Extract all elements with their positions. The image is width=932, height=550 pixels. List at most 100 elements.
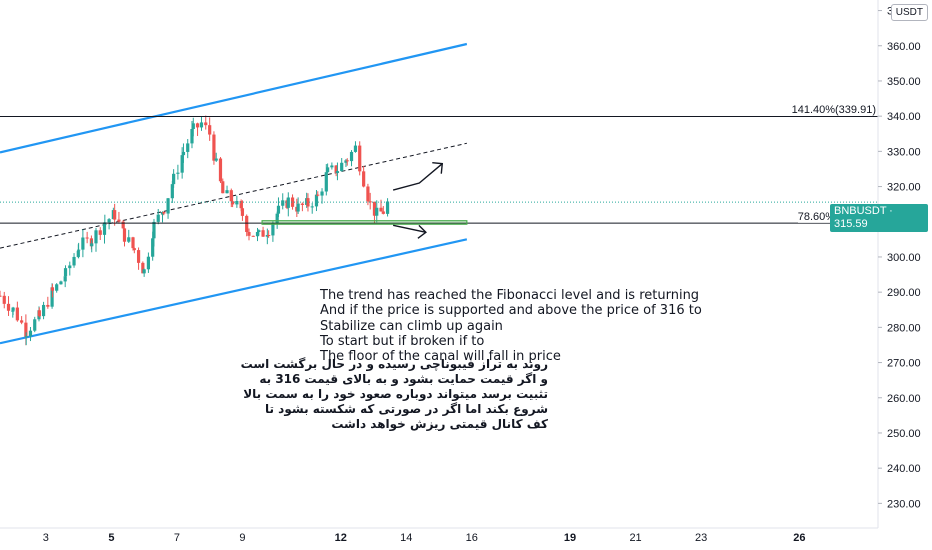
- candle-body: [320, 191, 324, 196]
- candle-body: [180, 155, 184, 173]
- candle-body: [127, 237, 131, 242]
- candle-body: [176, 172, 180, 174]
- candle-body: [296, 203, 300, 212]
- candle-body: [190, 129, 194, 144]
- price-tick-label: 270.00: [887, 358, 921, 370]
- candle-body: [113, 210, 117, 220]
- candle-body: [362, 171, 366, 187]
- candle-body: [245, 215, 249, 233]
- arrow-down-head: [417, 224, 427, 239]
- candle-body: [276, 205, 281, 214]
- candle-body: [11, 307, 15, 311]
- time-tick-label: 21: [629, 532, 641, 544]
- candle-body: [98, 230, 102, 235]
- candle-body: [146, 256, 151, 270]
- time-tick-label: 26: [793, 532, 805, 544]
- price-tick-label: 250.00: [887, 428, 921, 440]
- annotation-line: کف کانال قیمتی ریزش خواهد داشت: [331, 417, 548, 431]
- price-tick-label: 330.00: [887, 146, 921, 158]
- candle-body: [72, 256, 76, 266]
- support-zone: [261, 220, 468, 225]
- time-tick-label: 14: [400, 532, 412, 544]
- candle-body: [172, 173, 176, 185]
- candle-body: [344, 160, 348, 163]
- candle-body: [310, 206, 314, 208]
- time-tick-label: 5: [108, 532, 114, 544]
- channel-lower-line: [0, 238, 468, 345]
- arrow-up-head: [432, 161, 444, 174]
- candle-body: [20, 320, 24, 323]
- arrow-up-path: [392, 163, 443, 191]
- candle-body: [381, 211, 385, 214]
- price-tag-value: 315.59: [834, 218, 868, 230]
- annotation-line: Stabilize can climb up again: [320, 318, 503, 334]
- annotation-line: شروع بکند اما اگر در صورتی که شکسته بشود…: [264, 402, 548, 416]
- arrow-down-path: [392, 224, 427, 234]
- candle-body: [191, 123, 195, 130]
- price-tick-label: 300.00: [887, 252, 921, 264]
- candle-body: [257, 230, 261, 232]
- candle-body: [204, 122, 208, 126]
- candle-body: [2, 295, 6, 304]
- candle-body: [77, 249, 81, 251]
- candle-body: [235, 201, 239, 205]
- candle-body: [94, 230, 98, 244]
- candle-body: [300, 203, 304, 205]
- candle-body: [255, 231, 260, 237]
- candle-body: [306, 198, 310, 207]
- price-tick-label: 240.00: [887, 463, 921, 475]
- drawings-layer: [0, 115, 878, 239]
- candle-body: [59, 281, 63, 285]
- candle-body: [15, 307, 19, 321]
- price-tag-symbol: BNBUSDT: [834, 205, 887, 217]
- annotation-line: و اگر قیمت حمایت بشود و به بالای قیمت 31…: [259, 372, 548, 386]
- candle-body: [345, 160, 349, 162]
- candle-body: [24, 322, 28, 337]
- candle-body: [225, 190, 229, 194]
- price-tick-label: 230.00: [887, 498, 921, 510]
- candle-body: [335, 171, 340, 174]
- price-tick-label: 320.00: [887, 182, 921, 194]
- price-tick-label: 350.00: [887, 76, 921, 88]
- candle-body: [375, 207, 379, 216]
- price-tag-dash: ·: [889, 205, 893, 217]
- candle-body: [290, 197, 295, 207]
- candle-body: [286, 197, 290, 208]
- candle-body: [0, 295, 2, 297]
- candle-body: [358, 145, 362, 172]
- time-tick-label: 7: [174, 532, 180, 544]
- annotation-line: روند به تراز فیبوناچی رسیده و در حال برگ…: [240, 357, 548, 371]
- candle-body: [379, 207, 383, 212]
- price-tick-label: 280.00: [887, 322, 921, 334]
- candle-body: [156, 214, 160, 222]
- currency-badge[interactable]: USDT: [890, 4, 928, 21]
- candle-body: [142, 269, 146, 274]
- fib-level-label-141: 141.40%(339.91): [791, 104, 876, 117]
- candle-body: [247, 232, 251, 236]
- candle-body: [353, 145, 358, 152]
- candle-body: [41, 304, 46, 317]
- candle-body: [63, 268, 68, 277]
- annotation-persian: روند به تراز فیبوناچی رسیده و در حال برگ…: [241, 357, 548, 432]
- candle-body: [37, 310, 41, 317]
- channel-upper-line: [0, 42, 468, 154]
- price-axis[interactable]: 230.00 240.00 250.00 260.00 270.00 280.00 290.…: [877, 0, 932, 550]
- annotation-english: The trend has reached the Fibonacci leve…: [320, 288, 702, 364]
- candle-body: [6, 303, 11, 311]
- candle-body: [368, 201, 372, 203]
- price-tick-label: 290.00: [887, 287, 921, 299]
- candle-body: [251, 235, 255, 237]
- candle-body: [81, 237, 85, 250]
- annotation-line: تثبیت برسد میتواند دوباره صعود خود را به…: [243, 387, 548, 401]
- candle-body: [221, 181, 225, 194]
- candle-body: [102, 223, 107, 235]
- candle-body: [326, 167, 330, 173]
- candle-body: [240, 208, 245, 216]
- time-tick-label: 16: [466, 532, 478, 544]
- candle-body: [33, 319, 37, 331]
- candle-body: [90, 243, 94, 247]
- time-axis[interactable]: 3 5 7 9 12 14 16 19 21 23 26: [0, 527, 932, 550]
- last-price-tag: BNBUSDT · 315.59 01:16:22: [830, 204, 932, 243]
- candle-body: [385, 201, 390, 214]
